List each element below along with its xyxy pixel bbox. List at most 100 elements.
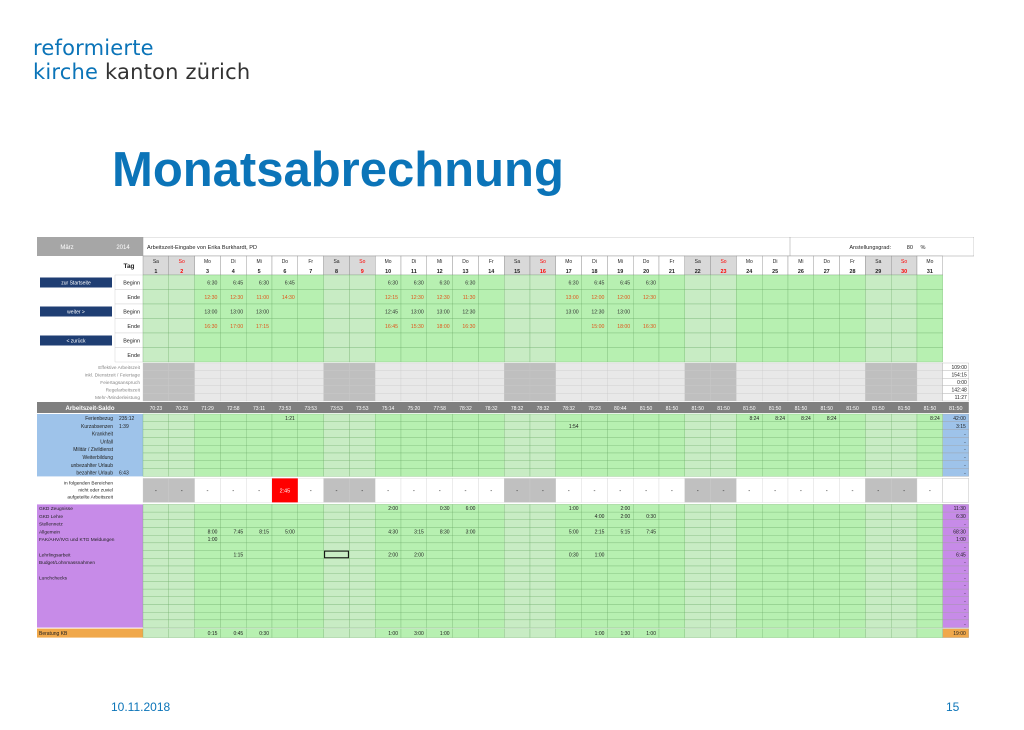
summary-cell — [787, 370, 814, 379]
area-dash: - — [336, 488, 338, 494]
time-row-cell — [323, 289, 350, 305]
saldo-row — [37, 402, 969, 413]
absence-row-cell — [168, 468, 195, 477]
absence-row-cell — [891, 429, 918, 438]
project-row-cell — [478, 558, 505, 567]
project-row-cell — [658, 596, 685, 605]
nav-button-1[interactable] — [40, 306, 112, 317]
project-row-cell — [633, 550, 660, 559]
absence-row-cell — [400, 460, 427, 469]
summary-label-cell — [37, 363, 143, 371]
time-row-cell — [762, 347, 789, 363]
area-cell — [504, 478, 531, 503]
absence-row-cell — [839, 468, 866, 477]
beratung-row-cell — [323, 628, 350, 638]
project-row-cell — [865, 519, 892, 528]
beratung-row-cell — [710, 628, 737, 638]
project-row-cell — [555, 565, 582, 574]
project-row-cell — [271, 588, 298, 597]
day-number: 17 — [566, 269, 572, 275]
summary-cell — [555, 362, 582, 371]
absence-row-cell — [762, 437, 789, 446]
area-dash: - — [439, 488, 441, 494]
absence-row-cell — [787, 429, 814, 438]
time-row-cell — [142, 274, 169, 290]
summary-cell — [452, 370, 479, 379]
area-dash: - — [903, 488, 905, 494]
time-row-cell — [891, 289, 918, 305]
time-value: 6:45 — [594, 281, 604, 287]
absence-row-cell — [400, 437, 427, 446]
project-row-cell — [633, 558, 660, 567]
nav-area — [37, 318, 115, 333]
summary-cell — [297, 385, 324, 394]
project-row-cell — [271, 565, 298, 574]
summary-cell — [658, 378, 685, 386]
project-row-cell — [168, 504, 195, 513]
project-row-cell — [400, 535, 427, 544]
summary-cell — [220, 370, 247, 379]
absence-total: 3:15 — [956, 424, 966, 430]
time-row-cell — [400, 332, 427, 348]
project-row-cell — [452, 535, 479, 544]
absence-row-cell — [633, 413, 660, 422]
time-value: 16:45 — [385, 324, 398, 330]
project-row-cell — [323, 550, 350, 559]
project-row-cell — [142, 558, 169, 567]
summary-cell — [658, 385, 685, 394]
project-row-cell — [710, 511, 737, 520]
project-row-cell — [891, 604, 918, 613]
absence-row-cell — [142, 413, 169, 422]
weekday-label: So — [901, 259, 907, 265]
project-row-cell — [607, 612, 634, 621]
project-label: Budget/Lohnmassnahmen — [39, 560, 95, 566]
time-row-cell — [813, 274, 840, 290]
project-value: 4:30 — [388, 529, 398, 535]
time-value: 13:00 — [256, 310, 269, 316]
absence-row-cell — [142, 460, 169, 469]
time-row-cell — [813, 289, 840, 305]
project-row-cell — [504, 542, 531, 551]
project-row-cell — [581, 612, 608, 621]
day-number: 23 — [721, 269, 727, 275]
project-row-cell — [607, 581, 634, 590]
project-row-cell — [529, 558, 556, 567]
absence-row-cell — [891, 468, 918, 477]
summary-cell — [762, 378, 789, 386]
summary-cell — [220, 393, 247, 402]
month-cell — [37, 237, 143, 256]
time-row-cell — [452, 347, 479, 363]
absence-total: - — [964, 432, 966, 438]
area-dash: - — [310, 488, 312, 494]
absence-row-cell — [297, 421, 324, 430]
time-row-cell — [555, 332, 582, 348]
project-row-cell — [555, 619, 582, 628]
project-row-cell — [426, 542, 453, 551]
nav-button-0[interactable] — [40, 277, 112, 288]
project-row-cell — [194, 573, 221, 582]
absence-row-cell — [142, 468, 169, 477]
absence-row-cell — [246, 445, 273, 454]
project-row-cell — [400, 558, 427, 567]
absence-row-cell — [168, 413, 195, 422]
summary-cell — [658, 393, 685, 402]
project-row-cell — [297, 619, 324, 628]
project-row-cell — [736, 550, 763, 559]
project-row-cell — [478, 527, 505, 536]
summary-cell — [142, 393, 169, 402]
nav-button-2[interactable] — [40, 335, 112, 346]
absence-row-cell — [555, 452, 582, 461]
saldo-value: 81:50 — [769, 406, 782, 412]
area-dash: - — [465, 488, 467, 494]
weekday-label: Sa — [333, 259, 339, 265]
selected-cell[interactable] — [324, 550, 349, 559]
time-row-cell — [194, 347, 221, 363]
absence-block — [37, 414, 143, 477]
project-row-cell — [297, 612, 324, 621]
time-row-cell — [916, 303, 943, 319]
project-row-cell — [736, 558, 763, 567]
summary-cell — [529, 393, 556, 402]
project-row-cell — [246, 604, 273, 613]
project-row-cell — [710, 542, 737, 551]
absence-row-cell — [246, 452, 273, 461]
